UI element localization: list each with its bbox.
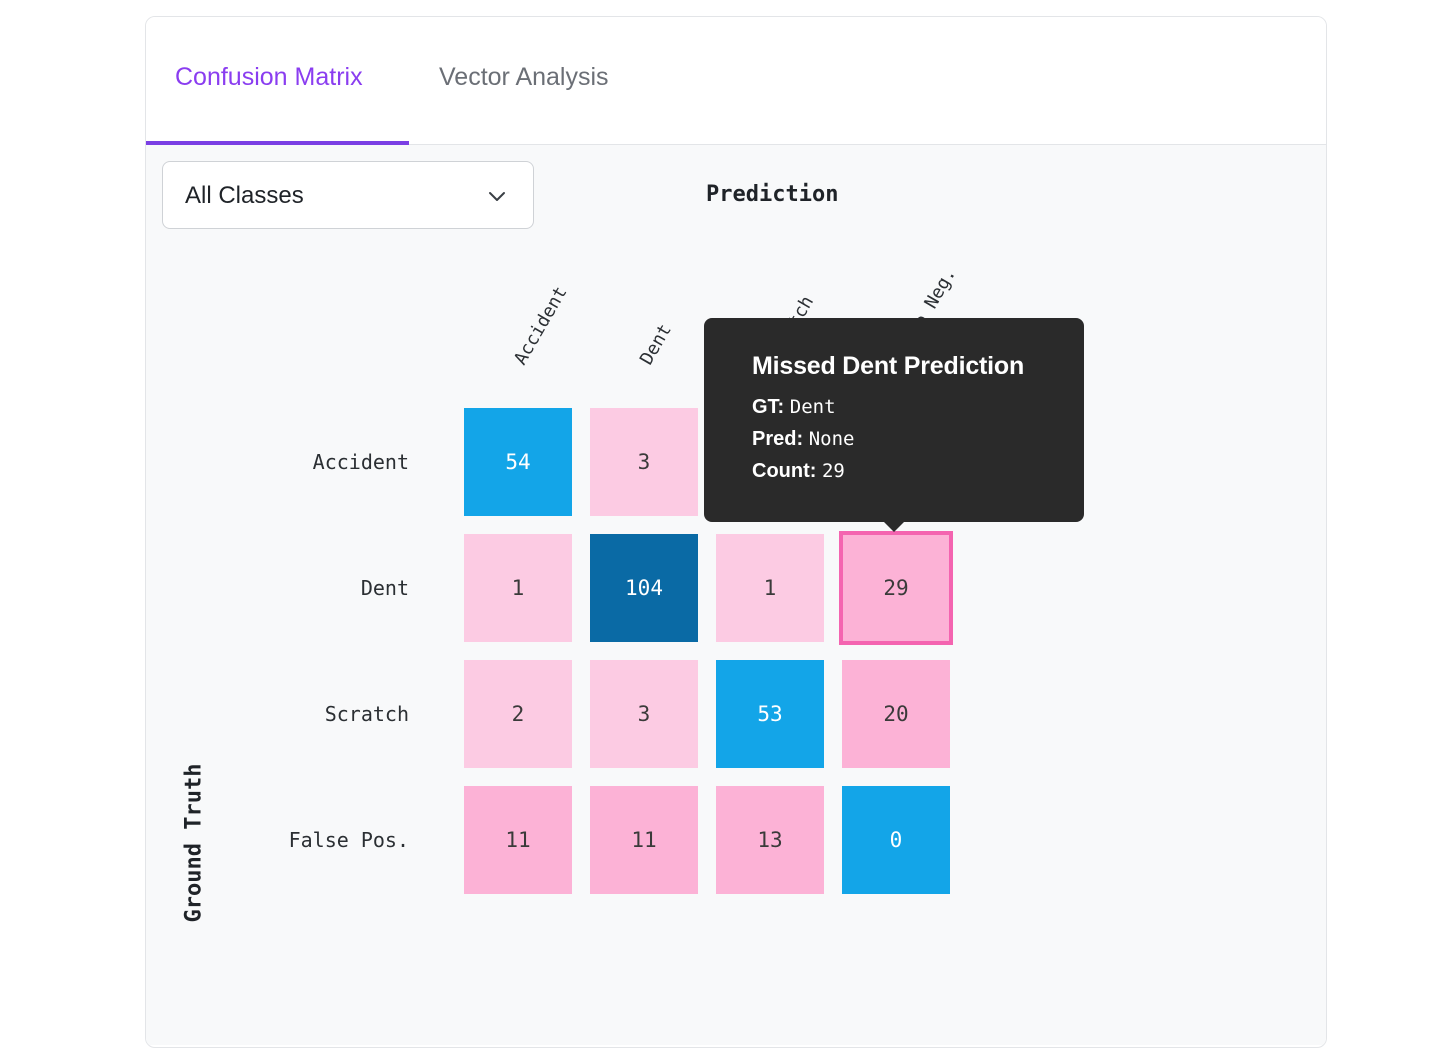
tab-vector-analysis[interactable]: Vector Analysis bbox=[439, 63, 609, 91]
matrix-cell[interactable]: 11 bbox=[464, 786, 572, 894]
tooltip-pred-label: Pred: bbox=[752, 428, 804, 450]
class-filter-value: All Classes bbox=[185, 182, 304, 209]
matrix-cell[interactable]: 2 bbox=[464, 660, 572, 768]
tooltip-count-line: Count: 29 bbox=[752, 455, 1084, 487]
row-label: Accident bbox=[312, 450, 409, 474]
matrix-cell[interactable]: 54 bbox=[464, 408, 572, 516]
matrix-cell[interactable]: 1 bbox=[716, 534, 824, 642]
class-filter-select[interactable]: All Classes bbox=[162, 161, 534, 229]
tooltip-gt-label: GT: bbox=[752, 396, 785, 418]
matrix-cell-selected[interactable]: 29 bbox=[839, 531, 953, 645]
tooltip-gt-line: GT: Dent bbox=[752, 391, 1084, 423]
matrix-cell[interactable]: 20 bbox=[842, 660, 950, 768]
active-tab-indicator bbox=[146, 141, 409, 145]
tooltip-pred-line: Pred: None bbox=[752, 423, 1084, 455]
tooltip-pred-value: None bbox=[808, 428, 855, 450]
row-label: False Pos. bbox=[288, 828, 409, 852]
tooltip-gt-value: Dent bbox=[789, 396, 836, 418]
column-label: Accident bbox=[510, 282, 572, 369]
matrix-cell[interactable]: 11 bbox=[590, 786, 698, 894]
matrix-cell[interactable]: 13 bbox=[716, 786, 824, 894]
matrix-cell[interactable]: 0 bbox=[842, 786, 950, 894]
tooltip-count-value: 29 bbox=[821, 460, 845, 482]
matrix-cell[interactable]: 53 bbox=[716, 660, 824, 768]
cell-tooltip: Missed Dent Prediction GT: Dent Pred: No… bbox=[704, 318, 1084, 532]
tab-bar: Confusion Matrix Vector Analysis bbox=[146, 17, 1326, 145]
row-label: Scratch bbox=[324, 702, 409, 726]
tooltip-count-label: Count: bbox=[752, 460, 817, 482]
column-label: Dent bbox=[636, 320, 676, 369]
row-label: Dent bbox=[360, 576, 409, 600]
matrix-area: All Classes Prediction Ground Truth Acci… bbox=[146, 145, 1326, 1045]
matrix-cell[interactable]: 104 bbox=[590, 534, 698, 642]
matrix-cell[interactable]: 3 bbox=[590, 660, 698, 768]
matrix-cell[interactable]: 3 bbox=[590, 408, 698, 516]
analysis-panel: Confusion Matrix Vector Analysis All Cla… bbox=[145, 16, 1327, 1048]
x-axis-title: Prediction bbox=[706, 182, 839, 207]
tab-confusion-matrix[interactable]: Confusion Matrix bbox=[175, 63, 363, 91]
tooltip-arrow bbox=[883, 521, 905, 532]
matrix-cell[interactable]: 1 bbox=[464, 534, 572, 642]
chevron-down-icon bbox=[489, 192, 505, 201]
tooltip-title: Missed Dent Prediction bbox=[752, 352, 1025, 380]
